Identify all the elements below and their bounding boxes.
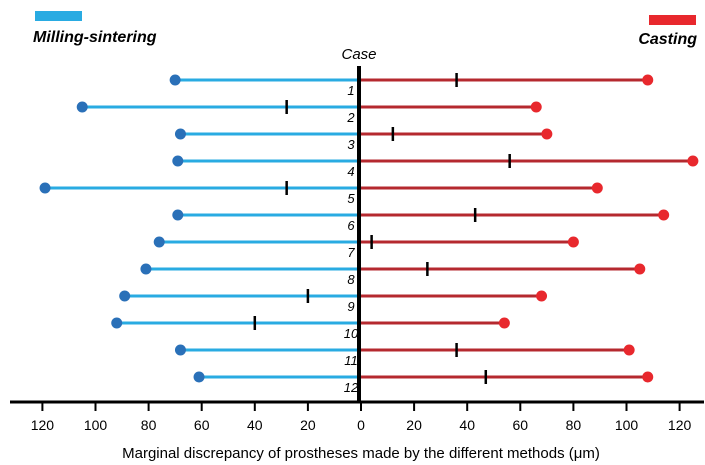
x-tick-label-11: 100 [615,417,639,433]
point-milling-sintering-case-10 [111,317,123,329]
case-label-9: 9 [347,299,354,314]
x-tick-label-3: 60 [194,417,210,433]
point-milling-sintering-case-7 [153,236,165,248]
x-tick-label-1: 100 [84,417,108,433]
legend-label-milling-sintering: Milling-sintering [33,29,157,46]
case-label-4: 4 [347,164,354,179]
point-casting-case-5 [591,182,603,194]
point-milling-sintering-case-5 [39,182,51,194]
x-tick-label-6: 0 [357,417,365,433]
point-milling-sintering-case-12 [193,371,205,383]
x-tick-label-10: 80 [566,417,582,433]
point-casting-case-4 [687,155,699,167]
point-casting-case-11 [623,344,635,356]
case-label-5: 5 [347,191,355,206]
x-tick-label-7: 20 [406,417,422,433]
x-tick-label-5: 20 [300,417,316,433]
point-milling-sintering-case-2 [76,101,88,113]
point-casting-case-10 [498,317,510,329]
point-casting-case-2 [530,101,542,113]
point-casting-case-12 [642,371,654,383]
legend-swatch-milling-sintering [35,11,82,21]
legend-swatch-casting [649,15,696,25]
x-axis-ticks: 120 100 80 60 40 20 0 20 40 60 80 100 120 [31,402,692,433]
point-milling-sintering-case-9 [119,290,131,302]
x-tick-label-4: 40 [247,417,263,433]
case-label-10: 10 [344,326,359,341]
case-label-6: 6 [347,218,355,233]
point-casting-case-3 [541,128,553,140]
x-tick-label-12: 120 [668,417,692,433]
point-casting-case-9 [536,290,548,302]
case-label-8: 8 [347,272,355,287]
point-casting-case-8 [634,263,646,275]
point-milling-sintering-case-3 [174,128,186,140]
category-axis-title: Case [341,46,376,63]
x-tick-label-2: 80 [141,417,157,433]
case-label-2: 2 [346,110,355,125]
x-tick-label-8: 40 [459,417,475,433]
legend-label-casting: Casting [638,31,697,48]
x-tick-label-0: 120 [31,417,55,433]
point-milling-sintering-case-11 [174,344,186,356]
x-axis-title: Marginal discrepancy of prostheses made … [122,445,600,462]
case-label-12: 12 [344,380,359,395]
case-label-3: 3 [347,137,355,152]
point-casting-case-6 [658,209,670,221]
point-casting-case-7 [567,236,579,248]
case-label-7: 7 [347,245,355,260]
point-milling-sintering-case-1 [169,74,181,86]
case-label-11: 11 [344,353,358,368]
point-milling-sintering-case-4 [172,155,184,167]
case-label-1: 1 [347,83,354,98]
x-tick-label-9: 60 [513,417,529,433]
point-milling-sintering-case-8 [140,263,152,275]
point-milling-sintering-case-6 [172,209,184,221]
point-casting-case-1 [642,74,654,86]
